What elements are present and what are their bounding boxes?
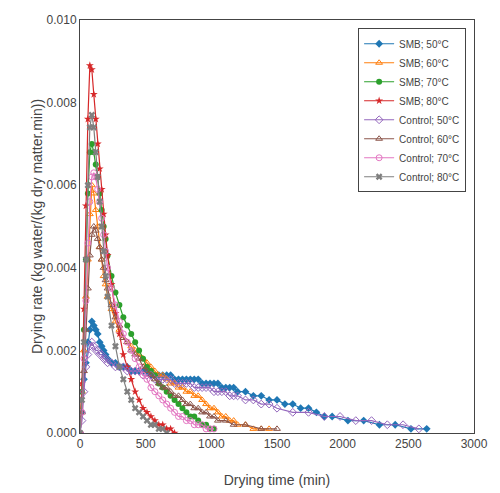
svg-text:SMB; 80°C: SMB; 80°C (399, 96, 449, 107)
svg-text:Drying rate (kg water/(kg dry: Drying rate (kg water/(kg dry matter.min… (29, 99, 45, 354)
svg-text:Control; 50°C: Control; 50°C (399, 115, 459, 126)
svg-text:Control; 60°C: Control; 60°C (399, 134, 459, 145)
svg-text:2500: 2500 (395, 437, 422, 451)
svg-text:Drying time (min): Drying time (min) (224, 472, 331, 488)
svg-text:0.010: 0.010 (47, 13, 77, 27)
svg-text:Control; 70°C: Control; 70°C (399, 153, 459, 164)
svg-text:0.004: 0.004 (47, 261, 77, 275)
svg-text:2000: 2000 (329, 437, 356, 451)
svg-text:SMB; 50°C: SMB; 50°C (399, 39, 449, 50)
svg-text:SMB; 60°C: SMB; 60°C (399, 58, 449, 69)
svg-text:1000: 1000 (198, 437, 225, 451)
svg-text:0.006: 0.006 (47, 178, 77, 192)
svg-text:0.000: 0.000 (47, 426, 77, 440)
svg-text:3000: 3000 (461, 437, 488, 451)
svg-text:0.008: 0.008 (47, 96, 77, 110)
svg-text:Control; 80°C: Control; 80°C (399, 172, 459, 183)
svg-text:0: 0 (77, 437, 84, 451)
svg-text:0.002: 0.002 (47, 344, 77, 358)
svg-text:SMB; 70°C: SMB; 70°C (399, 77, 449, 88)
svg-text:1500: 1500 (264, 437, 291, 451)
svg-text:500: 500 (136, 437, 156, 451)
